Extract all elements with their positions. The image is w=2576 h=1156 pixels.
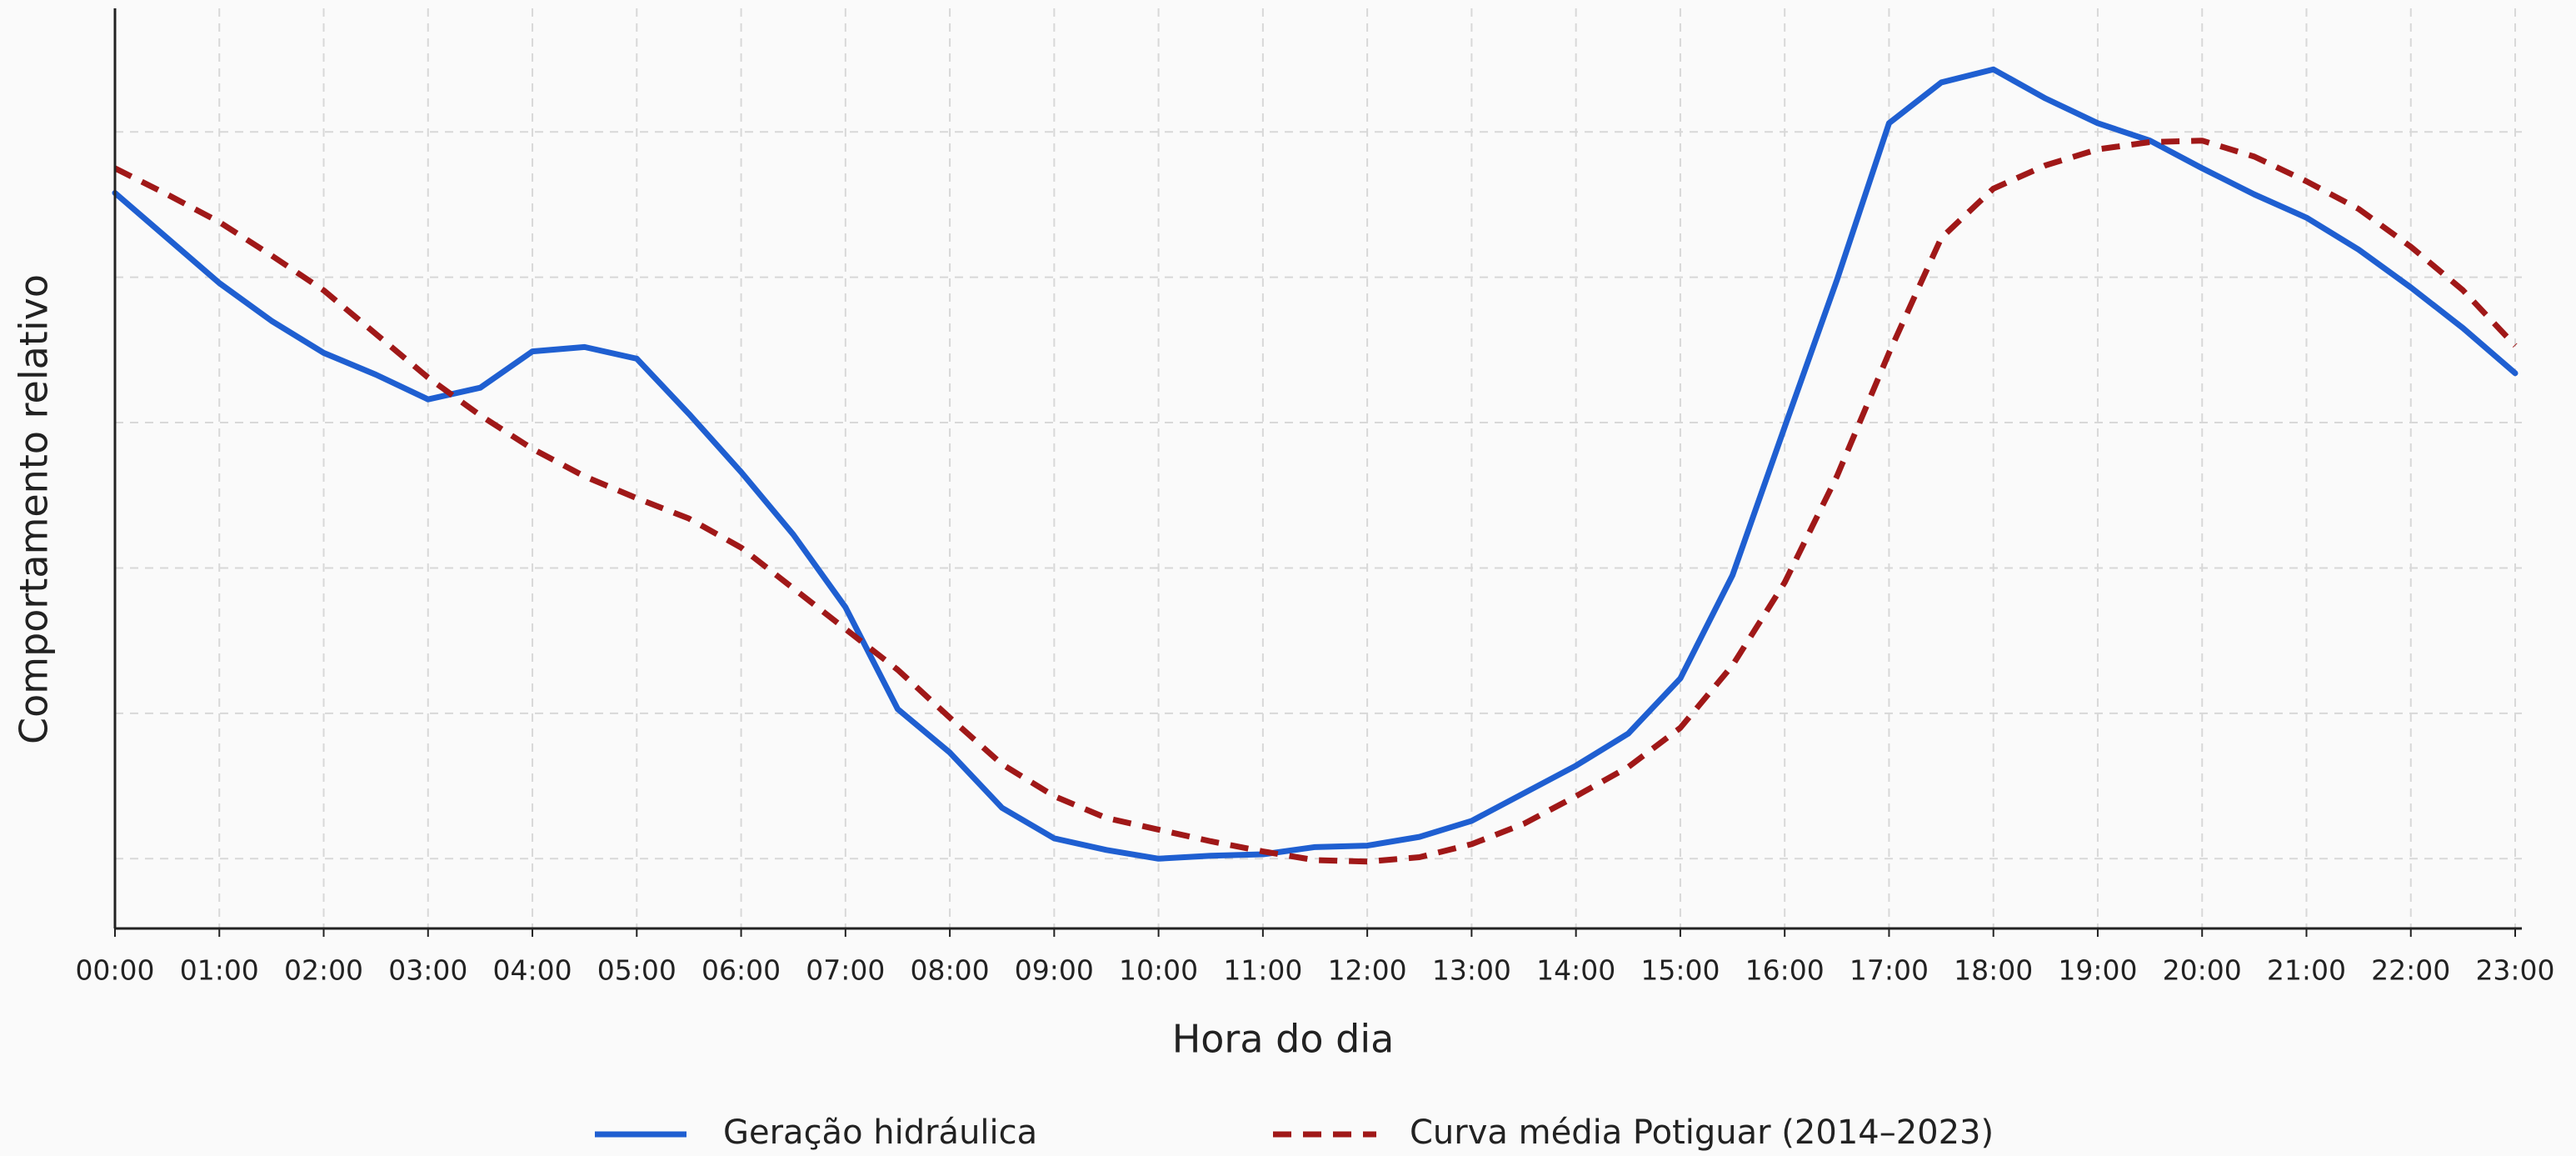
- x-tick-label: 22:00: [2371, 954, 2450, 987]
- x-tick-label: 20:00: [2163, 954, 2242, 987]
- x-tick-label: 15:00: [1640, 954, 1720, 987]
- x-tick-label: 18:00: [1954, 954, 2033, 987]
- x-tick-label: 23:00: [2475, 954, 2554, 987]
- x-tick-label: 16:00: [1745, 954, 1825, 987]
- lines: [112, 66, 2519, 865]
- y-axis-label: Comportamento relativo: [12, 274, 57, 744]
- x-ticks: 00:00 01:00 02:00 03:00 04:00 05:00 06:00 07:00…: [75, 928, 2555, 987]
- x-tick-label: 03:00: [388, 954, 467, 987]
- x-tick-label: 17:00: [1850, 954, 1929, 987]
- x-tick-label: 08:00: [911, 954, 990, 987]
- x-tick-label: 05:00: [597, 954, 676, 987]
- x-tick-label: 00:00: [75, 954, 154, 987]
- x-tick-label: 21:00: [2267, 954, 2346, 987]
- x-tick-label: 07:00: [806, 954, 885, 987]
- series-line: [113, 138, 2518, 865]
- x-tick-label: 13:00: [1432, 954, 1511, 987]
- legend: Geração hidráulica Curva média Potiguar (…: [595, 1113, 1994, 1152]
- x-axis-label: Hora do dia: [1172, 1017, 1395, 1062]
- x-tick-label: 19:00: [2058, 954, 2137, 987]
- legend-label: Geração hidráulica: [723, 1113, 1037, 1152]
- x-tick-label: 12:00: [1328, 954, 1407, 987]
- series-line: [112, 66, 2519, 862]
- x-tick-label: 01:00: [180, 954, 259, 987]
- legend-label: Curva média Potiguar (2014–2023): [1410, 1113, 1994, 1152]
- x-tick-label: 02:00: [284, 954, 363, 987]
- x-tick-label: 11:00: [1223, 954, 1302, 987]
- x-tick-label: 06:00: [701, 954, 781, 987]
- x-tick-label: 09:00: [1015, 954, 1094, 987]
- x-tick-label: 14:00: [1536, 954, 1615, 987]
- x-tick-label: 04:00: [492, 954, 572, 987]
- x-tick-label: 10:00: [1119, 954, 1198, 987]
